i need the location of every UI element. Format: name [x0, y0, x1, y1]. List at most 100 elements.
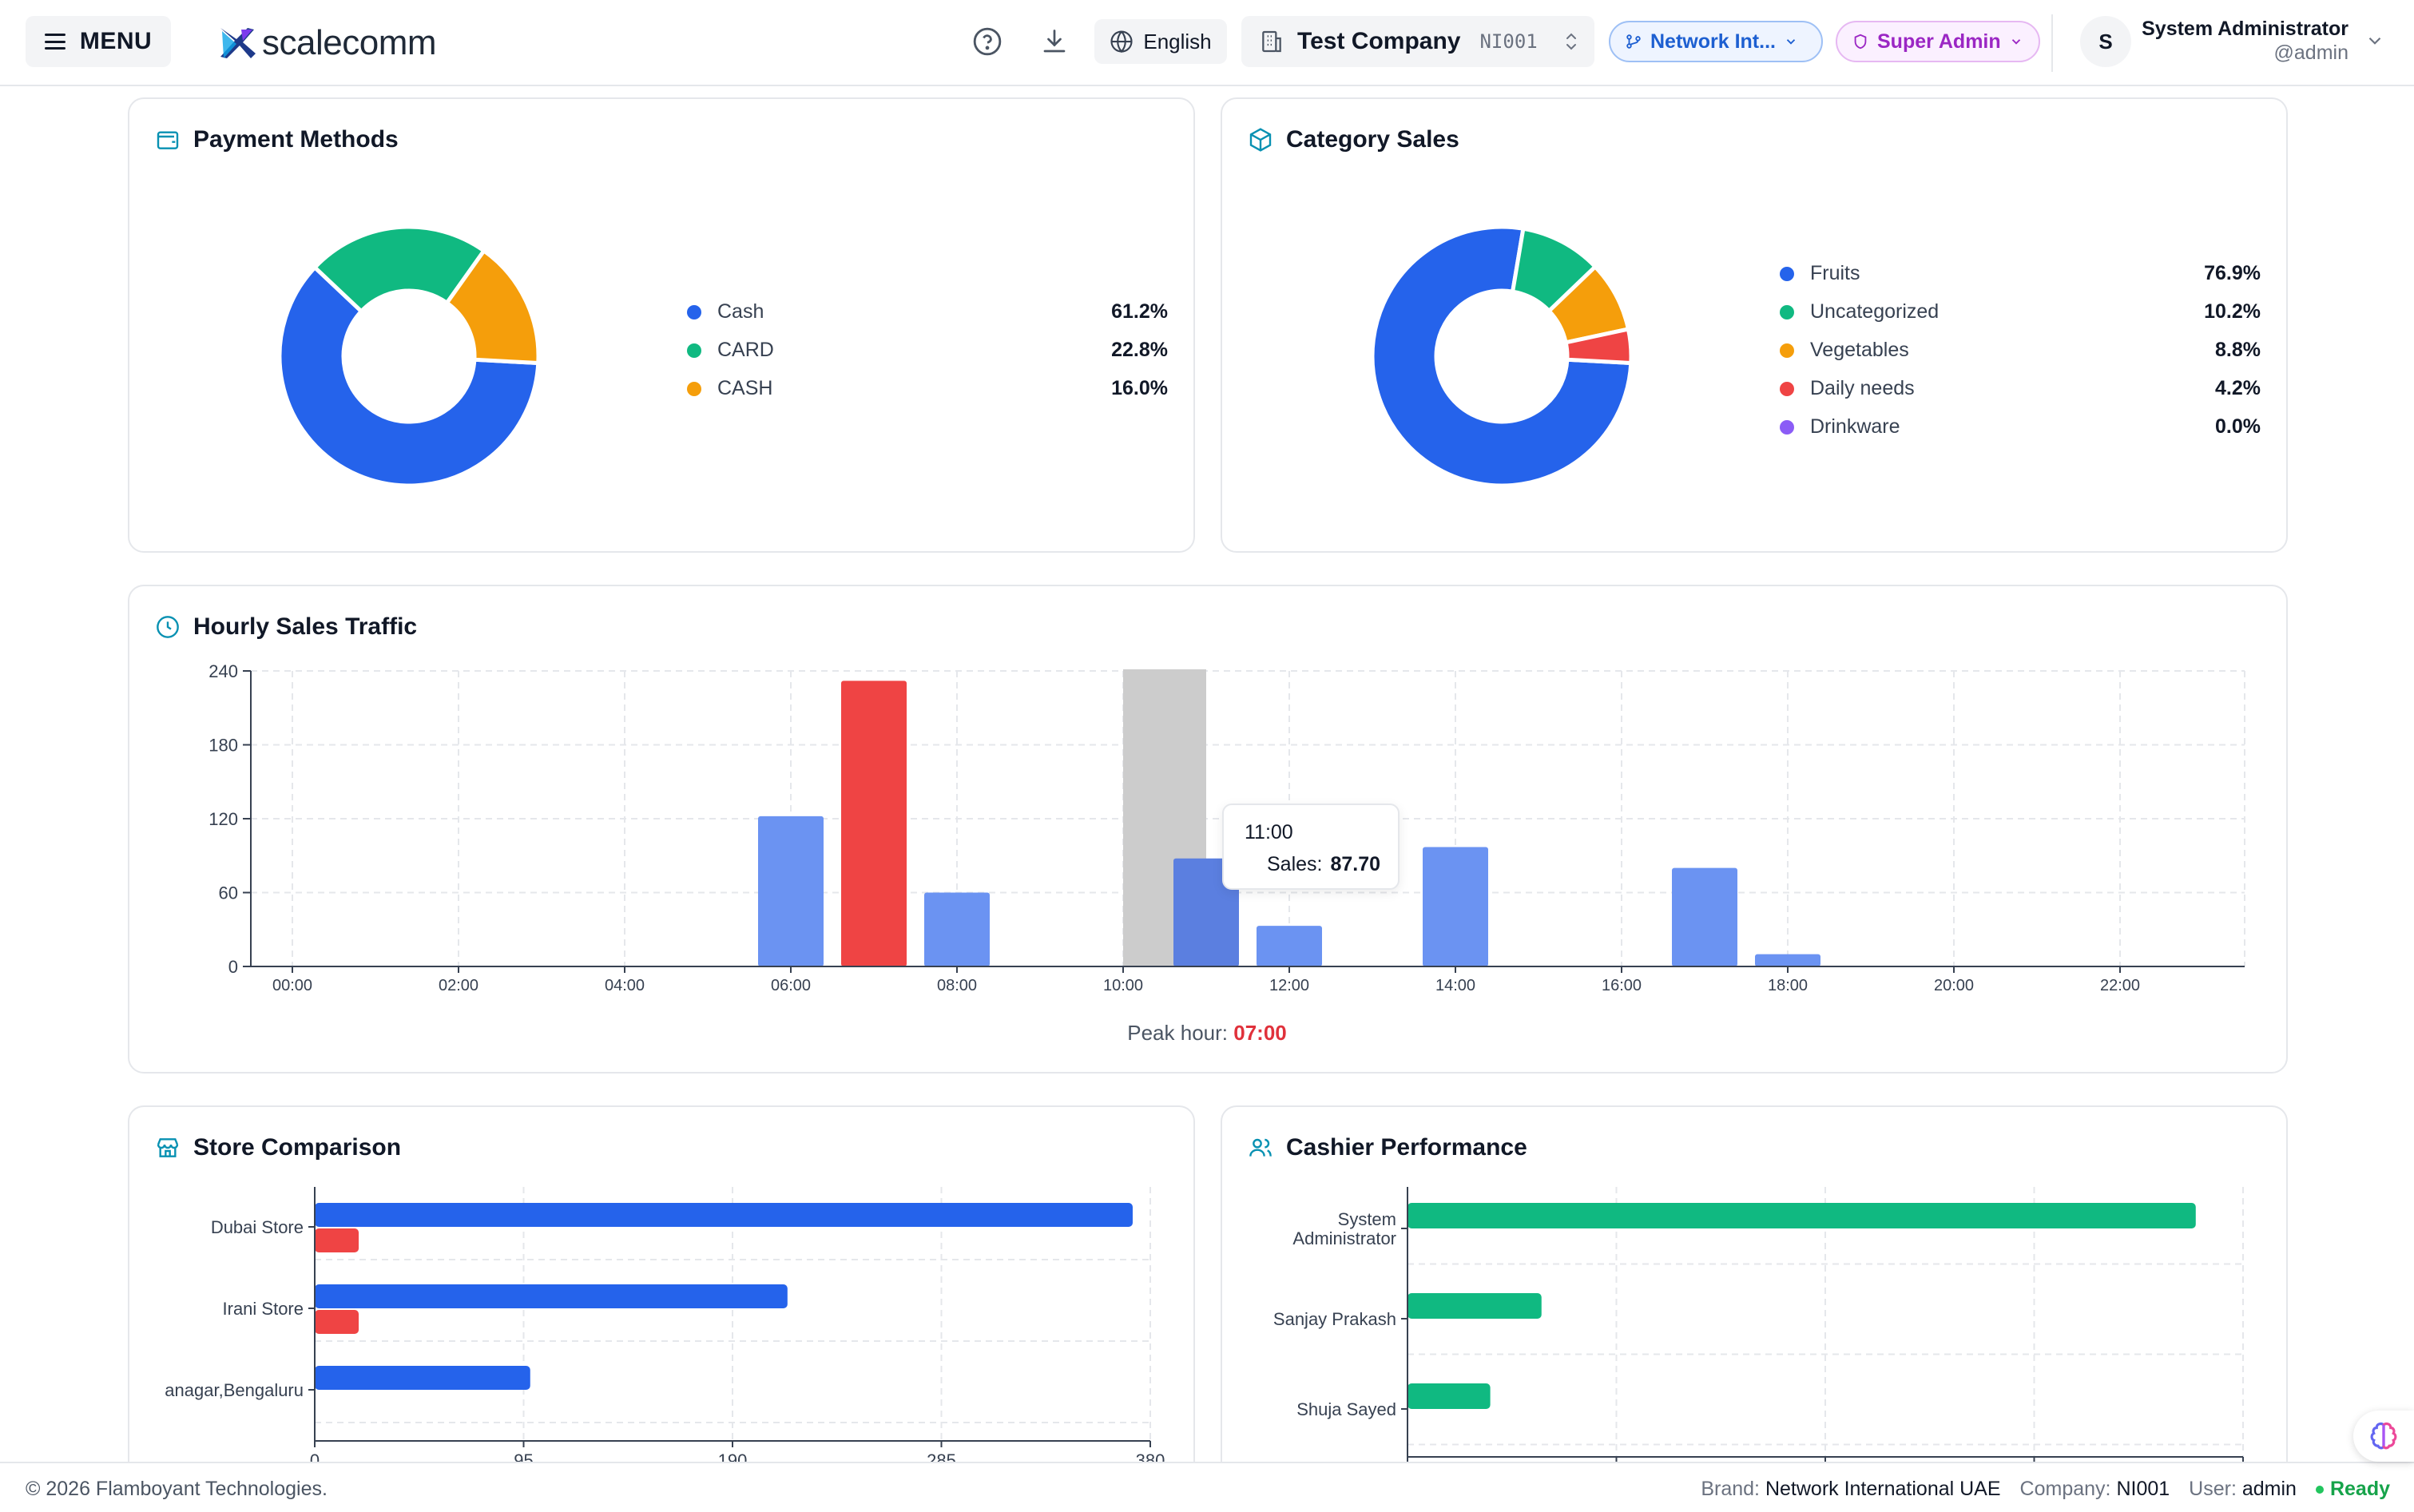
git-branch-icon [1626, 34, 1641, 49]
category-sales-card: Category Sales Fruits 76.9% Uncategorized 1… [1221, 97, 2288, 553]
chevron-down-icon[interactable] [2364, 30, 2385, 51]
shield-icon [1854, 34, 1867, 50]
network-selector[interactable]: Network Int... [1609, 21, 1823, 62]
x-tick-label: 00:00 [272, 977, 312, 994]
chevron-down-icon [1786, 39, 1796, 45]
category-sales-title: Category Sales [1248, 126, 1459, 153]
legend-item-fruits[interactable]: Fruits [1780, 262, 1860, 285]
x-tick-label: 16:00 [1602, 977, 1642, 994]
legend-value: 10.2% [2204, 300, 2261, 323]
bar-dubai-store[interactable] [315, 1203, 1133, 1227]
legend-label: Uncategorized [1810, 300, 1940, 323]
legend-item-drinkware[interactable]: Drinkware [1780, 415, 1900, 439]
legend-value: 76.9% [2204, 262, 2261, 284]
bar-irani-store[interactable] [315, 1284, 788, 1308]
legend-dot [1780, 304, 1794, 319]
legend-dot [1780, 266, 1794, 281]
download-icon[interactable] [1037, 24, 1072, 59]
cashier-performance-title-text: Cashier Performance [1286, 1134, 1527, 1161]
legend-item-daily-needs[interactable]: Daily needs [1780, 377, 1915, 400]
payment-methods-slice-cash[interactable] [277, 264, 541, 488]
bar-irani-store[interactable] [315, 1310, 359, 1334]
language-selector[interactable]: English [1094, 19, 1227, 64]
y-tick-label: Administrator [1292, 1228, 1396, 1248]
bar-sanjay-prakash[interactable] [1408, 1293, 1542, 1319]
help-icon[interactable] [970, 24, 1005, 59]
x-tick-label: 22:00 [2100, 977, 2140, 994]
y-tick-label: Sanjay Prakash [1273, 1309, 1396, 1329]
bar-1200[interactable] [1257, 926, 1322, 966]
legend-label: CARD [717, 339, 774, 361]
payment-methods-title-text: Payment Methods [193, 126, 399, 153]
bar-1400[interactable] [1423, 847, 1488, 966]
peak-hour-value: 07:00 [1233, 1021, 1287, 1045]
menu-label: MENU [79, 28, 153, 54]
avatar[interactable]: S [2080, 16, 2131, 67]
store-comparison-chart[interactable]: 0 95 190 285 380 Dubai Store Irani Store anagar… [128, 1174, 1195, 1462]
clock-icon [157, 616, 179, 638]
user-value: admin [2241, 1478, 2297, 1500]
y-tick-label: 240 [208, 661, 238, 681]
role-label: Super Admin [1877, 30, 2001, 53]
bar-dubai-store[interactable] [315, 1228, 359, 1252]
company-label: Company: [2019, 1478, 2111, 1500]
company-code: NI001 [1479, 30, 1538, 53]
bar-system-administrator[interactable] [1408, 1203, 2196, 1228]
legend-item-cash-upper[interactable]: CASH [687, 377, 772, 400]
top-bar: MENU scalecomm English Test Company NI00… [0, 0, 2414, 86]
legend-item-vegetables[interactable]: Vegetables [1780, 339, 1909, 362]
footer-brand: Brand: Network International UAE [1701, 1478, 2000, 1501]
wallet-icon [157, 131, 179, 149]
peak-hour-label: Peak hour: [1127, 1021, 1228, 1045]
bar-1800[interactable] [1755, 954, 1820, 966]
tooltip-label: Sales: [1267, 853, 1323, 875]
payment-methods-card: Payment Methods Cash 61.2% CARD 22.8% CA… [128, 97, 1195, 553]
hourly-sales-chart[interactable]: 0 60 120 180 240 00:00 02:00 04:00 06:00 08:00 10:… [0, 655, 2414, 1006]
bar-0600[interactable] [758, 816, 824, 966]
legend-label: Fruits [1810, 262, 1860, 284]
payment-methods-slice-card[interactable] [312, 224, 487, 315]
brand-label: Brand: [1701, 1478, 1760, 1500]
bar-1100[interactable] [1173, 858, 1239, 966]
x-tick-label: 20:00 [1934, 977, 1974, 994]
legend-dot [687, 343, 701, 358]
legend-item-uncategorized[interactable]: Uncategorized [1780, 300, 1939, 323]
payment-methods-donut[interactable] [273, 220, 545, 492]
legend-label: Cash [717, 300, 764, 323]
menu-button[interactable]: MENU [26, 16, 171, 67]
legend-value: 0.0% [2215, 415, 2261, 438]
bar-0700[interactable] [841, 681, 907, 966]
category-sales-slice-daily-needs[interactable] [1563, 327, 1634, 366]
bar-1700[interactable] [1672, 867, 1737, 966]
legend-value: 4.2% [2215, 377, 2261, 399]
y-tick-label: Irani Store [223, 1299, 304, 1319]
bar-0800[interactable] [924, 892, 990, 967]
tooltip-value: 87.70 [1330, 853, 1381, 875]
bar-anagar-bengaluru[interactable] [315, 1366, 530, 1390]
company-selector[interactable]: Test Company NI001 [1241, 16, 1594, 67]
assistant-button[interactable] [2353, 1411, 2414, 1462]
store-comparison-card: Store Comparison [128, 1105, 1195, 1512]
role-selector[interactable]: Super Admin [1836, 21, 2040, 62]
x-tick-label: 380 [1136, 1450, 1165, 1462]
category-sales-donut[interactable] [1366, 220, 1638, 492]
logo[interactable]: scalecomm [217, 19, 437, 67]
bar-shuja-sayed[interactable] [1408, 1383, 1491, 1409]
payment-methods-slice-cash[interactable] [444, 248, 541, 366]
y-tick-label: anagar,Bengaluru [165, 1380, 304, 1400]
legend-item-cash[interactable]: Cash [687, 300, 764, 323]
logo-text: scalecomm [262, 23, 437, 62]
chevron-up-down-icon [1566, 33, 1576, 50]
company-name: Test Company [1297, 28, 1461, 54]
user-name[interactable]: System Administrator [2142, 18, 2348, 40]
category-sales-slice-fruits[interactable] [1370, 224, 1634, 488]
y-tick-label: System [1338, 1209, 1396, 1229]
legend-item-card[interactable]: CARD [687, 339, 774, 362]
footer: © 2026 Flamboyant Technologies. Brand: N… [0, 1462, 2414, 1512]
brain-icon [2370, 1423, 2397, 1450]
hourly-sales-title: Hourly Sales Traffic [155, 613, 417, 641]
tooltip-row: Sales: 87.70 [1267, 853, 1380, 876]
legend-value: 22.8% [1111, 339, 1168, 361]
box-icon [1249, 128, 1272, 152]
